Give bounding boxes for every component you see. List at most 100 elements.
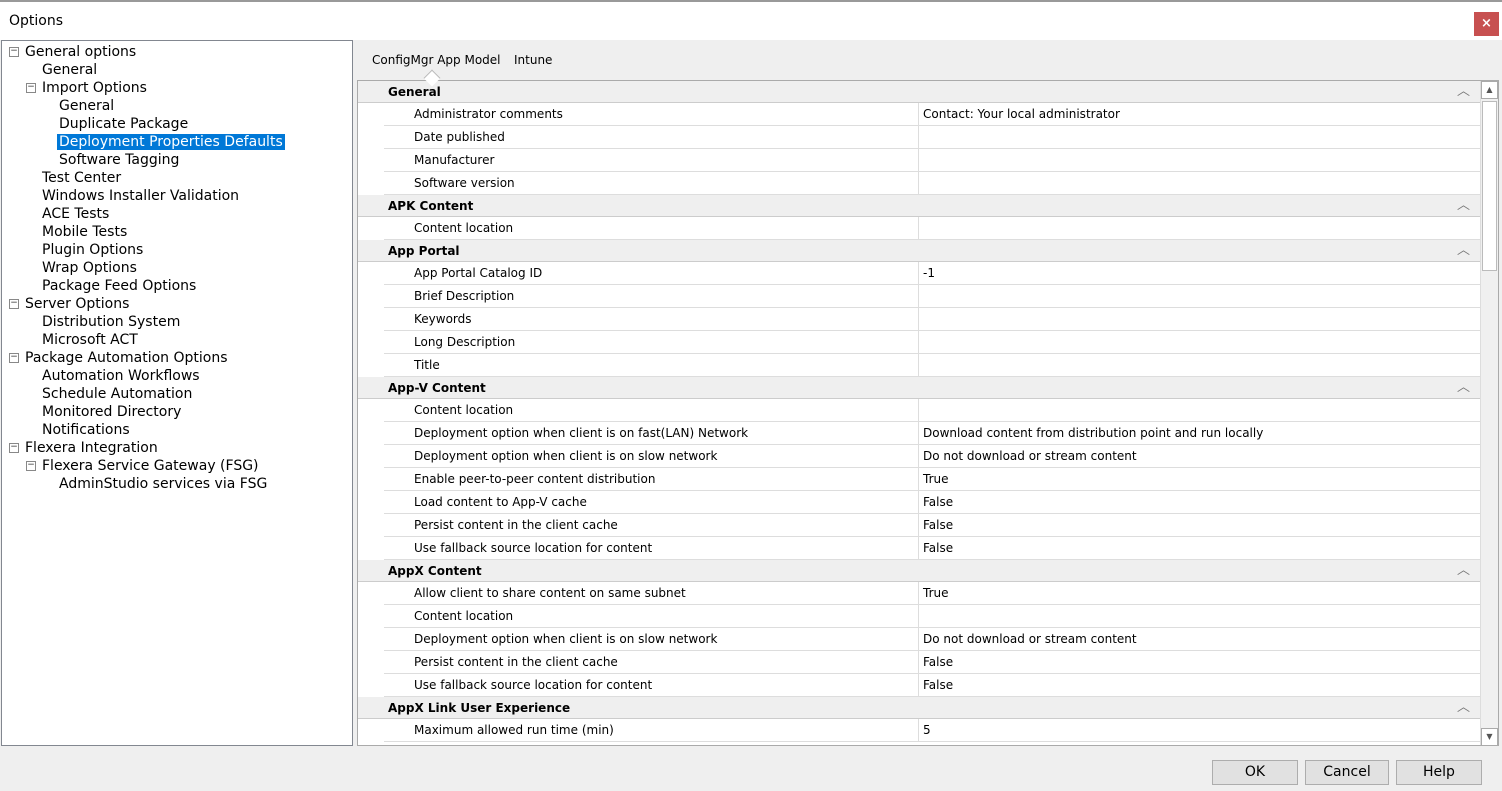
- property-value[interactable]: Do not download or stream content: [923, 449, 1137, 463]
- collapse-chevron-icon[interactable]: ︿: [1456, 198, 1470, 213]
- property-row[interactable]: Content location: [384, 399, 1480, 422]
- property-value[interactable]: 5: [923, 723, 931, 737]
- property-row[interactable]: Persist content in the client cache False: [384, 514, 1480, 537]
- tree-node[interactable]: Duplicate Package: [57, 115, 190, 133]
- property-row[interactable]: Long Description: [384, 331, 1480, 354]
- property-value[interactable]: [919, 217, 1480, 239]
- category-header[interactable]: AppX Link User Experience ︿: [358, 697, 1480, 719]
- property-row[interactable]: Enable peer-to-peer content distribution…: [384, 468, 1480, 491]
- collapse-chevron-icon[interactable]: ︿: [1456, 84, 1470, 99]
- property-value[interactable]: Download content from distribution point…: [923, 426, 1264, 440]
- tree-node[interactable]: Distribution System: [40, 313, 182, 331]
- help-button[interactable]: Help: [1396, 760, 1482, 785]
- property-value[interactable]: [919, 149, 1480, 171]
- property-row[interactable]: Allow client to share content on same su…: [384, 582, 1480, 605]
- tree-node[interactable]: ACE Tests: [40, 205, 111, 223]
- property-row[interactable]: Manufacturer: [384, 149, 1480, 172]
- property-value[interactable]: -1: [923, 266, 935, 280]
- property-value[interactable]: True: [923, 472, 949, 486]
- collapse-chevron-icon[interactable]: ︿: [1456, 243, 1470, 258]
- property-value[interactable]: [919, 399, 1480, 421]
- property-value[interactable]: False: [923, 678, 954, 692]
- category-header[interactable]: AppX Content ︿: [358, 560, 1480, 582]
- cancel-button[interactable]: Cancel: [1305, 760, 1389, 785]
- property-row[interactable]: Use fallback source location for content…: [384, 674, 1480, 697]
- tree-node[interactable]: Package Feed Options: [40, 277, 198, 295]
- tree-node[interactable]: Schedule Automation: [40, 385, 194, 403]
- property-value[interactable]: False: [923, 518, 954, 532]
- property-value[interactable]: False: [923, 541, 954, 555]
- tree-node[interactable]: Mobile Tests: [40, 223, 129, 241]
- property-value[interactable]: [919, 126, 1480, 148]
- collapse-chevron-icon[interactable]: ︿: [1456, 380, 1470, 395]
- property-row[interactable]: Deployment option when client is on slow…: [384, 628, 1480, 651]
- tree-node[interactable]: Monitored Directory: [40, 403, 183, 421]
- collapse-chevron-icon[interactable]: ︿: [1456, 563, 1470, 578]
- property-row[interactable]: Date published: [384, 126, 1480, 149]
- tree-node[interactable]: Test Center: [40, 169, 123, 187]
- property-value[interactable]: Contact: Your local administrator: [923, 107, 1120, 121]
- property-value[interactable]: [919, 331, 1480, 353]
- collapse-icon[interactable]: −: [9, 298, 19, 309]
- ok-button[interactable]: OK: [1212, 760, 1298, 785]
- tree-node[interactable]: − Import Options: [26, 79, 149, 97]
- category-header[interactable]: App Portal ︿: [358, 240, 1480, 262]
- property-row[interactable]: Load content to App-V cache False: [384, 491, 1480, 514]
- property-row[interactable]: Brief Description: [384, 285, 1480, 308]
- tree-node[interactable]: Wrap Options: [40, 259, 139, 277]
- tree-node[interactable]: Plugin Options: [40, 241, 145, 259]
- tree-node[interactable]: General: [57, 97, 116, 115]
- tree-node[interactable]: Notifications: [40, 421, 132, 439]
- close-button[interactable]: ×: [1474, 12, 1499, 36]
- tree-node[interactable]: AdminStudio services via FSG: [57, 475, 269, 493]
- tree-node[interactable]: − Flexera Integration: [9, 439, 160, 457]
- collapse-icon[interactable]: −: [9, 442, 19, 453]
- property-row[interactable]: Title: [384, 354, 1480, 377]
- collapse-chevron-icon[interactable]: ︿: [1456, 700, 1470, 715]
- tree-node[interactable]: − Flexera Service Gateway (FSG): [26, 457, 261, 475]
- collapse-icon[interactable]: −: [9, 352, 19, 363]
- collapse-icon[interactable]: −: [9, 46, 19, 57]
- property-value[interactable]: False: [923, 655, 954, 669]
- property-value[interactable]: [919, 172, 1480, 194]
- property-row[interactable]: Deployment option when client is on fast…: [384, 422, 1480, 445]
- property-value[interactable]: [919, 285, 1480, 307]
- property-row[interactable]: Content location: [384, 217, 1480, 240]
- vertical-scrollbar[interactable]: ▲ ▼: [1480, 81, 1498, 745]
- property-value[interactable]: [919, 605, 1480, 627]
- tree-node[interactable]: General: [40, 61, 99, 79]
- property-row[interactable]: App Portal Catalog ID -1: [384, 262, 1480, 285]
- property-row[interactable]: Persist content in the client cache False: [384, 651, 1480, 674]
- tree-node[interactable]: − Server Options: [9, 295, 131, 313]
- property-row[interactable]: Software version: [384, 172, 1480, 195]
- tree-node[interactable]: Windows Installer Validation: [40, 187, 241, 205]
- options-tree[interactable]: − General options General − Import Options Ge…: [1, 40, 353, 746]
- tree-node[interactable]: Deployment Properties Defaults: [57, 133, 285, 151]
- tab-intune[interactable]: Intune: [514, 53, 553, 67]
- property-row[interactable]: Deployment option when client is on slow…: [384, 445, 1480, 468]
- property-value[interactable]: [919, 354, 1480, 376]
- tree-node[interactable]: Automation Workflows: [40, 367, 202, 385]
- category-header[interactable]: APK Content ︿: [358, 195, 1480, 217]
- property-row[interactable]: Use fallback source location for content…: [384, 537, 1480, 560]
- tab-configmgr-app-model[interactable]: ConfigMgr App Model: [372, 53, 501, 67]
- scroll-up-button[interactable]: ▲: [1481, 81, 1498, 99]
- scroll-down-button[interactable]: ▼: [1481, 728, 1498, 745]
- scroll-thumb[interactable]: [1482, 101, 1497, 271]
- property-value[interactable]: True: [923, 586, 949, 600]
- tree-node[interactable]: − General options: [9, 43, 138, 61]
- collapse-icon[interactable]: −: [26, 82, 36, 93]
- property-row[interactable]: Content location: [384, 605, 1480, 628]
- tree-node[interactable]: Microsoft ACT: [40, 331, 140, 349]
- property-row[interactable]: Keywords: [384, 308, 1480, 331]
- category-header[interactable]: App-V Content ︿: [358, 377, 1480, 399]
- tree-node[interactable]: − Package Automation Options: [9, 349, 230, 367]
- collapse-icon[interactable]: −: [26, 460, 36, 471]
- tree-node[interactable]: Software Tagging: [57, 151, 181, 169]
- property-value[interactable]: False: [923, 495, 954, 509]
- category-header[interactable]: General ︿: [358, 81, 1480, 103]
- property-value[interactable]: [919, 308, 1480, 330]
- property-row[interactable]: Maximum allowed run time (min) 5: [384, 719, 1480, 742]
- property-value[interactable]: Do not download or stream content: [923, 632, 1137, 646]
- property-row[interactable]: Administrator comments Contact: Your loca…: [384, 103, 1480, 126]
